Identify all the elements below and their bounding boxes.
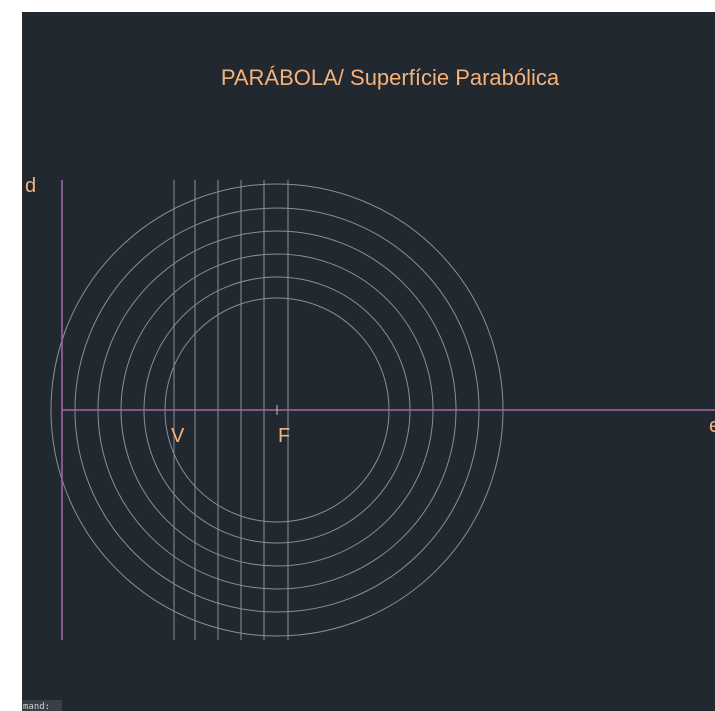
command-line-bg — [22, 700, 62, 711]
title: PARÁBOLA/ Superfície Parabólica — [221, 65, 560, 90]
directrix-label: d — [25, 175, 36, 197]
command-line[interactable]: mand: — [23, 702, 50, 711]
axis-label: e — [709, 415, 715, 437]
focus-label: F — [278, 425, 290, 447]
canvas — [22, 12, 715, 711]
vertex-label: V — [171, 425, 185, 447]
